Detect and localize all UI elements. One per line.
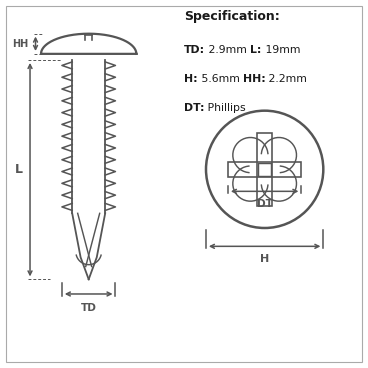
Bar bbox=[228, 162, 301, 177]
Text: L:: L: bbox=[250, 45, 262, 55]
Text: H: H bbox=[260, 254, 269, 263]
Text: 2.2mm: 2.2mm bbox=[265, 74, 307, 84]
Text: HH:: HH: bbox=[243, 74, 266, 84]
Text: L: L bbox=[15, 163, 23, 176]
Text: Specification:: Specification: bbox=[184, 10, 280, 23]
Text: DT:: DT: bbox=[184, 103, 205, 113]
Text: 19mm: 19mm bbox=[262, 45, 300, 55]
Text: DT: DT bbox=[257, 199, 273, 209]
Text: HH: HH bbox=[12, 39, 28, 49]
Text: TD:: TD: bbox=[184, 45, 205, 55]
Text: H:: H: bbox=[184, 74, 198, 84]
Text: 2.9mm: 2.9mm bbox=[205, 45, 250, 55]
Bar bbox=[258, 163, 271, 176]
Text: Phillips: Phillips bbox=[204, 103, 246, 113]
Text: 5.6mm: 5.6mm bbox=[198, 74, 243, 84]
Text: TD: TD bbox=[81, 303, 97, 313]
Bar bbox=[257, 133, 272, 206]
